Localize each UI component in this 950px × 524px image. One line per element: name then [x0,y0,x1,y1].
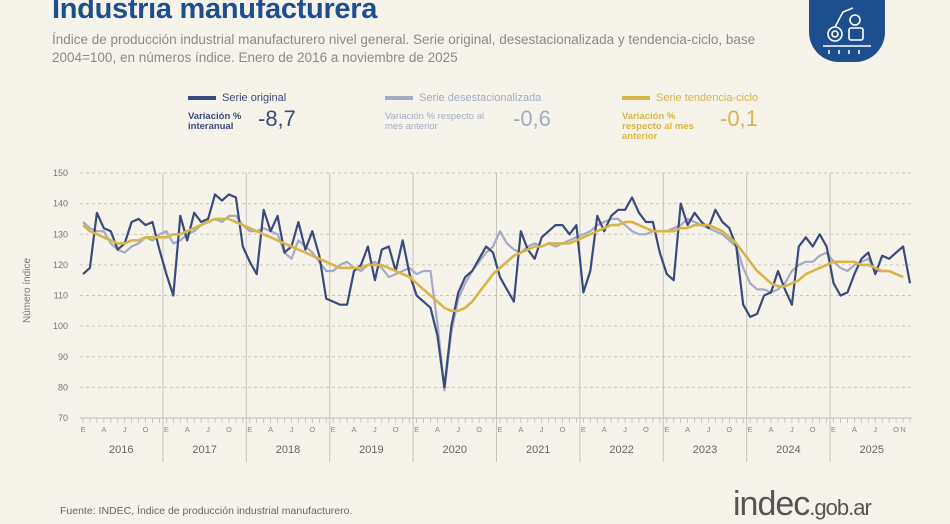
month-tick-label: J [873,425,877,434]
y-tick-label: 150 [53,168,68,178]
month-tick-label: E [581,425,586,434]
month-tick-label: J [707,425,711,434]
legend-value: -0,6 [513,106,551,131]
legend-sub: Variación % respecto al mes anterior [622,111,694,142]
legend-tendencia: Serie tendencia-ciclo Variación % respec… [622,92,759,142]
legend-desestacionalizada: Serie desestacionalizada Variación % res… [385,92,551,132]
y-tick-label: 130 [53,229,68,239]
y-tick-label: 70 [58,413,68,423]
month-tick-label: E [497,425,502,434]
brand-suffix: .gob.ar [809,495,871,520]
year-label: 2018 [276,444,300,456]
year-label: 2017 [192,444,216,456]
legend-sub: Variación % respecto al mes anterior [385,111,485,132]
industrial-robot-icon [809,0,885,62]
month-tick-label: E [414,425,419,434]
y-tick-label: 120 [53,260,68,270]
brand-main: indec [733,485,810,523]
month-tick-label: E [664,425,669,434]
legend-sub: Variación % interanual [188,111,242,132]
month-tick-label: O [560,425,566,434]
y-tick-label: 110 [54,291,68,301]
year-label: 2021 [526,444,550,456]
month-tick-label: O [143,425,149,434]
month-tick-label: A [185,425,190,434]
page-subtitle: Índice de producción industrial manufact… [52,32,756,65]
month-tick-label: O [726,425,732,434]
month-tick-label: E [164,425,169,434]
year-label: 2016 [109,444,133,456]
series-line-desestacionalizada [82,214,904,392]
month-tick-label: A [101,425,106,434]
y-tick-label: 100 [53,321,68,331]
month-tick-label: O [643,425,649,434]
legend-label: Serie original [222,92,287,105]
year-label: 2024 [776,444,800,456]
month-tick-label: E [831,425,836,434]
legend-swatch [188,96,216,101]
month-tick-label: A [518,425,523,434]
month-tick-label: E [80,425,85,434]
month-tick-label: J [206,425,210,434]
month-tick-label: O [893,425,899,434]
legend-value: -0,1 [720,106,758,131]
month-tick-label: A [685,425,690,434]
month-tick-label: E [247,425,252,434]
month-tick-label: J [540,425,544,434]
month-tick-label: J [456,425,460,434]
month-tick-label: A [852,425,857,434]
year-label: 2023 [693,444,717,456]
month-tick-label: A [435,425,440,434]
month-tick-label: A [769,425,774,434]
year-label: 2025 [860,444,884,456]
source-note: Fuente: INDEC, Índice de producción indu… [60,505,353,517]
month-tick-label: O [810,425,816,434]
year-label: 2022 [609,444,633,456]
month-tick-label: O [393,425,399,434]
legend-swatch [385,96,413,101]
legend-label: Serie tendencia-ciclo [656,92,759,105]
series-line-tendencia-ciclo [82,217,904,313]
month-tick-label: E [331,425,336,434]
month-tick-label: O [309,425,315,434]
month-tick-label: O [226,425,232,434]
month-tick-label: N [900,425,905,434]
month-tick-label: A [352,425,357,434]
legend-label: Serie desestacionalizada [419,92,542,105]
month-tick-label: A [268,425,273,434]
year-label: 2020 [443,444,467,456]
month-tick-label: O [476,425,482,434]
month-tick-label: E [748,425,753,434]
y-tick-label: 80 [58,382,68,392]
month-tick-label: J [290,425,294,434]
y-tick-label: 140 [53,199,68,209]
month-tick-label: J [373,425,377,434]
legend-original: Serie original Variación % interanual -8… [188,92,296,132]
series-line-original [82,193,912,389]
legend-swatch [622,96,650,101]
y-tick-label: 90 [58,352,68,362]
indec-logo: indec.gob.ar [733,485,872,524]
month-tick-label: J [790,425,794,434]
month-tick-label: A [602,425,607,434]
month-tick-label: J [123,425,127,434]
page-title: Industria manufacturera [52,0,378,25]
legend-value: -8,7 [258,106,296,131]
year-label: 2019 [359,444,383,456]
month-tick-label: J [623,425,627,434]
